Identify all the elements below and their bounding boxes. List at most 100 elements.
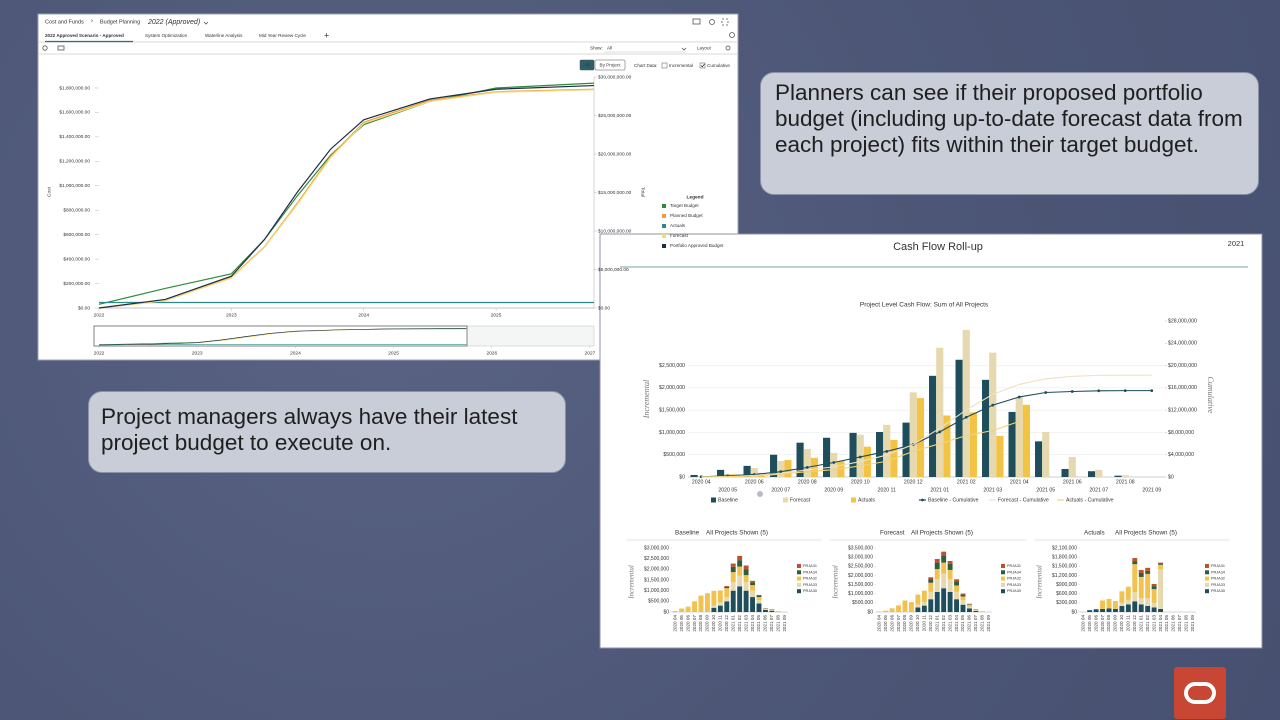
bar — [1008, 411, 1016, 477]
breadcrumb[interactable]: Cost and Funds — [45, 19, 84, 25]
view-button-label[interactable]: All — [584, 63, 589, 68]
legend-swatch — [1001, 589, 1005, 594]
view-button[interactable] — [579, 59, 595, 71]
expand-icon[interactable] — [721, 18, 729, 26]
x-tick-label: 2021 07 — [1089, 487, 1108, 493]
stacked-bar — [762, 609, 768, 612]
x-tick-label: 2021 05 — [756, 615, 761, 632]
bar — [955, 359, 963, 477]
stacked-bar — [698, 595, 704, 612]
checkbox-label[interactable]: Incremental — [669, 63, 693, 68]
stacked-bar — [1138, 572, 1144, 577]
stacked-bar — [921, 601, 927, 606]
x-tick-label: 2024 — [358, 312, 369, 318]
bar — [996, 435, 1004, 477]
settings-icon[interactable] — [729, 32, 735, 38]
x-tick-label: 2021 09 — [986, 615, 991, 632]
checkbox[interactable] — [661, 62, 668, 69]
bar — [690, 474, 698, 477]
cumulative-line — [701, 374, 1152, 478]
pager-dot[interactable] — [757, 491, 763, 497]
stacked-bar — [921, 590, 927, 602]
x-tick-label: 2025 — [491, 312, 502, 318]
stacked-bar — [1145, 598, 1151, 606]
x-tick-label: 2020 04 — [876, 615, 881, 632]
share-icon[interactable] — [709, 19, 715, 25]
y-tick-label: $1,800,000.00 — [59, 85, 90, 91]
show-value[interactable]: All — [607, 46, 612, 51]
stacked-bar — [717, 605, 723, 612]
stacked-bar — [960, 594, 966, 597]
y2-tick-label: $28,000,000 — [1168, 318, 1197, 324]
print-icon[interactable] — [57, 45, 65, 51]
bar — [863, 446, 871, 477]
stacked-bar — [769, 610, 775, 612]
stacked-bar — [928, 582, 934, 592]
stacked-bar — [954, 579, 960, 582]
stacked-bar — [1132, 564, 1138, 593]
y-tick-label: $2,000,000 — [848, 573, 873, 579]
checkbox[interactable] — [699, 62, 706, 69]
y-tick-label: $2,000,000 — [644, 567, 669, 573]
stacked-bar — [1132, 558, 1138, 562]
add-tab-icon[interactable]: + — [324, 30, 329, 40]
bar — [1061, 468, 1069, 477]
tab[interactable]: System Optimization — [145, 33, 188, 38]
y-axis-title: Cost — [46, 186, 52, 197]
y-tick-label: $500,000 — [852, 600, 873, 606]
comment-icon[interactable] — [692, 18, 701, 25]
tab[interactable]: 2022 Approved Scenario - Approved — [45, 33, 124, 38]
stacked-bar — [1151, 602, 1157, 608]
line-marker — [991, 403, 995, 407]
stacked-bar — [717, 602, 723, 606]
stacked-bar — [724, 597, 730, 602]
stacked-bar — [973, 610, 979, 612]
y-tick-label: $2,500,000 — [644, 556, 669, 562]
search-icon[interactable] — [725, 45, 731, 51]
breadcrumb[interactable]: Budget Planning — [100, 19, 140, 25]
bar — [770, 454, 778, 477]
layout-menu[interactable]: Layout — [697, 46, 712, 51]
x-tick-label: 2021 04 — [954, 615, 959, 632]
report-title: Cash Flow Roll-up — [893, 241, 983, 253]
line-marker — [964, 415, 968, 419]
stacked-bar — [1112, 601, 1118, 609]
view-button[interactable] — [594, 59, 626, 71]
line-marker — [885, 449, 889, 453]
stacked-bar — [750, 590, 756, 598]
line-marker — [1044, 391, 1048, 394]
series-line — [98, 82, 595, 305]
legend-label: Actuals - Cumulative — [1066, 497, 1114, 503]
stacked-bar — [1145, 567, 1151, 571]
stacked-bar — [762, 608, 768, 610]
navigator-window[interactable] — [93, 325, 468, 347]
line-marker — [1070, 390, 1074, 393]
bar — [1095, 469, 1103, 477]
stacked-bar — [737, 560, 743, 567]
y-tick-label: $300,000 — [1056, 600, 1077, 606]
tab[interactable]: Mid Year Review Cycle — [259, 33, 306, 38]
stacked-bar — [724, 588, 730, 598]
stacked-bar — [724, 586, 730, 589]
navigator-tick-label: 2025 — [388, 350, 399, 356]
y-tick-label: $1,200,000 — [1052, 573, 1077, 579]
stacked-bar — [954, 581, 960, 586]
tab[interactable]: Waterline Analysis — [205, 33, 243, 38]
x-tick-label: 2020 08 — [902, 615, 907, 632]
x-tick-label: 2021 08 — [1116, 479, 1135, 485]
stacked-bar — [1145, 570, 1151, 574]
legend-label: PRJA30 — [1211, 589, 1225, 593]
line-marker — [1150, 389, 1154, 393]
y2-tick-label: $24,000,000 — [1168, 341, 1197, 347]
legend-label: PRJA32 — [803, 577, 817, 581]
legend-swatch — [662, 224, 666, 228]
checkbox-label[interactable]: Cumulative — [707, 63, 730, 68]
bar — [876, 431, 884, 477]
view-button-label[interactable]: By Project — [600, 63, 622, 68]
stacked-bar — [928, 579, 934, 583]
legend-label: Actuals — [670, 223, 686, 228]
refresh-icon[interactable] — [42, 45, 48, 51]
stacked-bar — [934, 558, 940, 563]
panel-subtitle: All Projects Shown (5) — [706, 530, 768, 537]
legend-swatch — [711, 497, 716, 503]
